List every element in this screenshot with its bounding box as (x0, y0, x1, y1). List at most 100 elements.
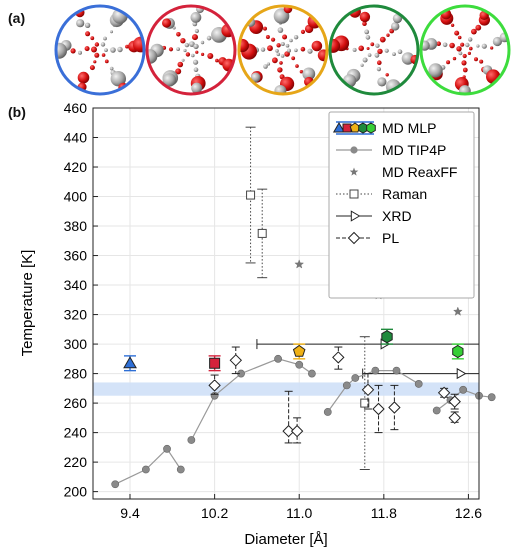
pl-marker (448, 411, 461, 425)
x-tick-label: 12.6 (455, 505, 482, 521)
atom (84, 46, 90, 52)
atom (190, 12, 202, 23)
molecule-image (145, 4, 237, 96)
legend-raman-marker (349, 189, 359, 199)
atom (94, 42, 100, 47)
atom (475, 24, 482, 31)
atom (271, 37, 276, 42)
tip4p-point (163, 444, 171, 453)
legend-xrd-marker (350, 210, 361, 222)
molecule-content (147, 6, 235, 94)
atom (374, 52, 380, 58)
atom (181, 58, 185, 62)
atom (302, 67, 316, 81)
atom (192, 34, 198, 41)
y-tick-label: 340 (64, 277, 88, 293)
atom (384, 48, 389, 53)
tip4p-point (342, 381, 351, 390)
atom (215, 58, 219, 63)
x-tick-label: 11.0 (286, 505, 312, 521)
tip4p-point (371, 366, 380, 375)
atom (462, 53, 467, 59)
atom (117, 46, 123, 53)
mlp-marker-triangle (332, 122, 346, 133)
legend-label: MD MLP (382, 120, 436, 136)
atom (184, 42, 190, 48)
atom (193, 67, 199, 72)
atom (274, 85, 287, 94)
atom (362, 21, 367, 27)
tip4p-point (141, 465, 150, 474)
legend-label: MD ReaxFF (382, 164, 457, 180)
pl-marker (290, 424, 304, 438)
molecule-content (421, 6, 509, 94)
atom (391, 22, 400, 31)
atom (191, 82, 203, 94)
legend-label: XRD (382, 208, 412, 224)
atom (104, 59, 109, 64)
atom (132, 36, 144, 53)
tip4p-point (432, 406, 441, 415)
x-axis-label: Diameter [Å] (244, 531, 327, 548)
pl-marker (388, 401, 401, 414)
atom (147, 49, 158, 64)
tick-layer: 200 220 240 260 280 300 320 340 360 380 400 420 440 4… (64, 100, 483, 521)
legend-label: PL (382, 230, 399, 246)
atom (70, 48, 76, 54)
atom (379, 36, 386, 43)
y-tick-label: 360 (64, 248, 88, 264)
raman-marker (257, 228, 267, 238)
x-tick-label: 11.8 (371, 505, 397, 521)
atom (200, 40, 205, 45)
atom (206, 35, 212, 41)
atom (284, 51, 290, 57)
raman-marker (246, 190, 256, 200)
mlp-marker-pentagon (292, 344, 306, 357)
pl-marker (208, 379, 221, 392)
atom (490, 46, 494, 50)
atom (362, 57, 368, 63)
atom (295, 64, 299, 68)
molecule-image (419, 4, 511, 96)
pl-marker (437, 386, 451, 400)
atom (287, 48, 291, 53)
atom (479, 59, 484, 64)
atom (460, 42, 465, 47)
atom (94, 52, 100, 58)
atom (457, 35, 462, 40)
atom (386, 33, 390, 37)
y-tick-label: 240 (64, 425, 88, 441)
pl-marker (361, 383, 375, 397)
y-tick-label: 420 (64, 159, 88, 175)
molecule-ring (328, 4, 420, 96)
atom (162, 73, 177, 87)
atom (175, 68, 182, 75)
atom (266, 62, 271, 66)
mlp-marker-hexagon (358, 122, 368, 134)
molecule-image (237, 4, 329, 96)
tip4p-point (351, 374, 360, 382)
tip4p-point (392, 366, 401, 375)
atom (279, 61, 283, 65)
atom (474, 57, 478, 62)
atom (78, 50, 82, 55)
atom (294, 48, 298, 53)
atom (465, 42, 470, 48)
atom (276, 43, 281, 48)
atom (367, 53, 372, 57)
atom (446, 60, 451, 65)
atom (195, 50, 199, 54)
atom (194, 28, 199, 34)
atom (311, 40, 323, 52)
y-tick-label: 400 (64, 189, 88, 205)
molecule-images (54, 4, 511, 96)
atom (101, 53, 106, 57)
atom (352, 47, 357, 52)
atom (109, 66, 114, 71)
y-tick-label: 380 (64, 218, 88, 234)
atom (125, 44, 129, 49)
atom (454, 30, 460, 36)
atom (449, 42, 455, 49)
atom (458, 51, 463, 56)
